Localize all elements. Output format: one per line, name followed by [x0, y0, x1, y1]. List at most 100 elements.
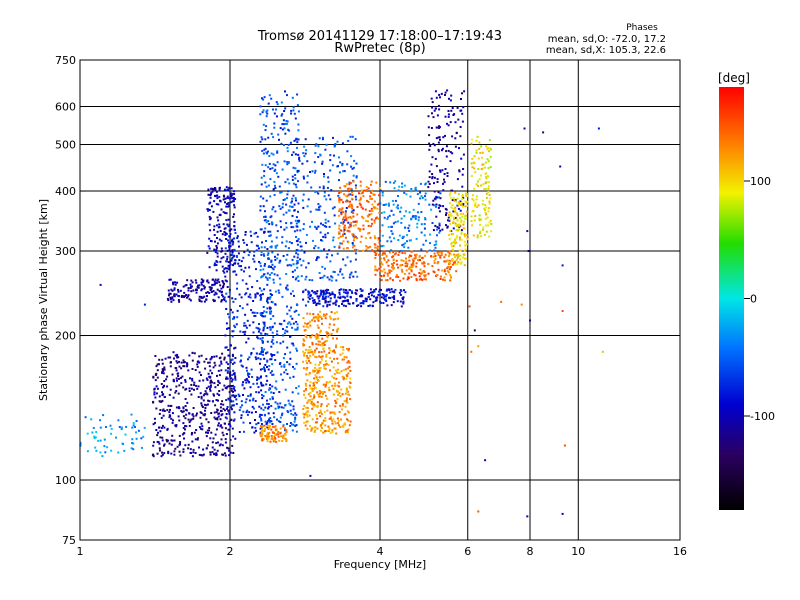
data-point [153, 417, 156, 420]
data-point [161, 409, 164, 412]
data-point [200, 296, 203, 299]
data-point [271, 374, 274, 376]
data-point [318, 137, 321, 140]
data-point [295, 249, 298, 251]
data-point [263, 429, 266, 432]
data-point [371, 304, 374, 307]
data-point [231, 256, 234, 259]
data-point [292, 151, 295, 154]
data-point [189, 448, 192, 451]
data-point [465, 234, 468, 237]
data-point [195, 281, 198, 284]
data-point [370, 191, 372, 194]
data-point [204, 413, 207, 416]
data-point [163, 368, 166, 371]
data-point [285, 439, 288, 442]
data-point [244, 401, 247, 404]
data-point [287, 161, 290, 163]
data-point [328, 315, 331, 318]
data-point [262, 205, 265, 208]
data-point [214, 187, 217, 190]
data-point [165, 438, 168, 441]
y-tick-label: 600 [55, 101, 76, 114]
data-point [266, 300, 268, 303]
data-point [256, 312, 259, 314]
data-point [227, 205, 230, 208]
data-point [431, 222, 434, 224]
data-point [280, 414, 283, 417]
data-point [260, 276, 263, 279]
data-point [321, 136, 324, 139]
data-point [451, 263, 454, 266]
data-point [227, 367, 230, 369]
data-point [408, 254, 411, 257]
data-point [250, 353, 253, 356]
data-point [241, 279, 244, 282]
data-point [157, 431, 159, 434]
data-point [236, 255, 238, 258]
data-point [212, 366, 215, 369]
colorbar-label: [deg] [718, 71, 750, 85]
data-point [290, 306, 293, 309]
data-point [399, 279, 402, 282]
data-point [231, 311, 234, 314]
data-point [206, 429, 209, 432]
data-point [181, 375, 184, 378]
data-point [180, 410, 183, 412]
data-point [247, 254, 250, 257]
data-point [349, 382, 352, 384]
data-point [247, 375, 250, 378]
data-point [309, 381, 312, 384]
data-point [198, 446, 200, 449]
data-point [371, 192, 374, 195]
data-point [220, 299, 223, 302]
data-point [227, 397, 230, 400]
data-point [218, 390, 221, 392]
data-point [232, 369, 235, 372]
data-point [284, 437, 287, 440]
data-point [422, 262, 425, 265]
data-point [229, 344, 232, 347]
data-point [228, 241, 231, 244]
data-point [201, 296, 204, 299]
data-point [168, 416, 171, 419]
data-point [478, 147, 481, 150]
data-point [390, 304, 393, 307]
data-point [292, 166, 295, 169]
data-point [302, 360, 304, 363]
data-point [329, 369, 331, 372]
data-point [432, 255, 435, 258]
data-point [226, 255, 229, 258]
data-point [268, 310, 271, 313]
data-point [351, 135, 354, 138]
data-point [397, 195, 399, 197]
data-point [291, 342, 294, 345]
data-point [384, 271, 387, 274]
data-point [300, 264, 303, 267]
x-tick-label: 6 [464, 545, 471, 558]
data-point [265, 115, 268, 118]
data-point [248, 356, 251, 359]
data-point [213, 416, 216, 419]
data-point [334, 301, 337, 304]
data-point [296, 326, 299, 329]
data-point [457, 118, 460, 121]
data-point [368, 292, 370, 295]
data-point [271, 221, 274, 224]
data-point [427, 126, 430, 129]
data-point [267, 257, 269, 260]
data-point [444, 115, 447, 118]
data-point [110, 427, 113, 430]
data-point [249, 422, 252, 425]
data-point [428, 170, 431, 173]
data-point [444, 134, 446, 137]
data-point [230, 406, 233, 409]
data-point [261, 97, 263, 100]
data-point [337, 422, 339, 425]
data-point [228, 268, 231, 271]
data-point [207, 372, 210, 375]
data-point [292, 414, 295, 416]
data-point [285, 120, 288, 122]
data-point [267, 406, 270, 409]
